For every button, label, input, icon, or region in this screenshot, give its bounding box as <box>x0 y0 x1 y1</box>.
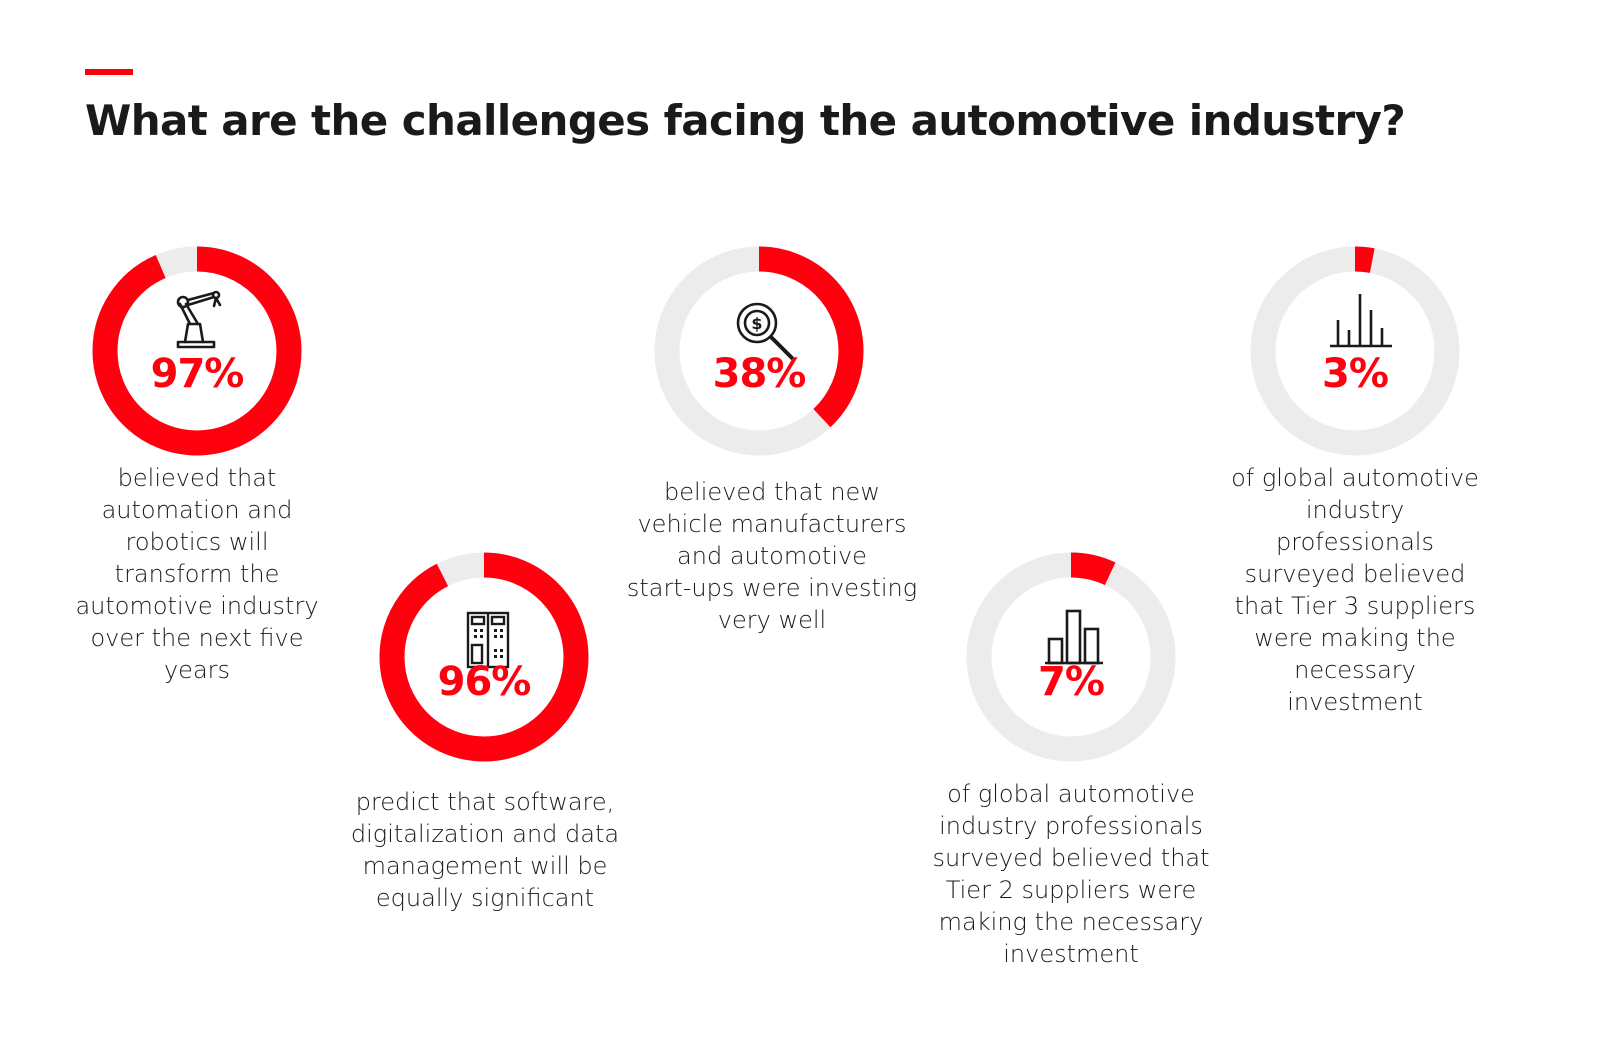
stat-value: 38% <box>712 351 807 397</box>
donut-value-arc <box>92 246 302 456</box>
robotic-arm-icon <box>172 288 224 350</box>
caption-line: making the necessary <box>938 908 1204 936</box>
caption-line: automotive industry <box>75 592 319 620</box>
stat-value: 97% <box>150 351 245 397</box>
donut-value-arc <box>1250 246 1460 456</box>
stat-value: 96% <box>437 659 532 705</box>
caption-line: investment <box>1287 688 1423 716</box>
stat-caption: predict that software, digitalization an… <box>327 786 643 914</box>
caption-line: industry <box>1305 496 1405 524</box>
caption-line: predict that software, <box>355 788 615 816</box>
donut-ring <box>964 550 1178 764</box>
stat-caption: believed that new vehicle manufacturers … <box>612 476 932 636</box>
caption-line: start-ups were investing <box>626 574 918 602</box>
stat-caption: believed that automation and robotics wi… <box>47 462 347 686</box>
donut-chart <box>1250 246 1460 456</box>
caption-line: that Tier 3 suppliers <box>1234 592 1476 620</box>
page-title: What are the challenges facing the autom… <box>85 96 1406 145</box>
caption-line: robotics will <box>125 528 269 556</box>
bar-chart-icon <box>1045 607 1105 665</box>
svg-text:$: $ <box>751 314 762 333</box>
caption-line: Tier 2 suppliers were <box>945 876 1197 904</box>
caption-line: necessary <box>1294 656 1416 684</box>
title-accent-bar <box>85 69 133 75</box>
donut-chart <box>966 552 1176 762</box>
stat-value: 3% <box>1322 351 1389 397</box>
caption-line: industry professionals <box>939 812 1203 840</box>
control-cabinet-icon <box>466 611 510 669</box>
donut-chart <box>654 246 864 456</box>
caption-line: of global automotive <box>947 780 1195 808</box>
caption-line: transform the <box>114 560 280 588</box>
caption-line: and automotive <box>677 542 867 570</box>
caption-line: automation and <box>101 496 293 524</box>
stat-caption: of global automotive industry profession… <box>1218 462 1492 718</box>
donut-ring <box>90 244 304 458</box>
caption-line: of global automotive <box>1231 464 1479 492</box>
donut-value-arc <box>379 552 589 762</box>
caption-line: were making the <box>1254 624 1456 652</box>
donut-chart <box>379 552 589 762</box>
caption-line: over the next five <box>90 624 304 652</box>
caption-line: believed that new <box>664 478 880 506</box>
caption-line: management will be <box>362 852 608 880</box>
donut-ring <box>652 244 866 458</box>
caption-line: vehicle manufacturers <box>637 510 907 538</box>
caption-line: surveyed believed <box>1244 560 1466 588</box>
caption-line: years <box>163 656 231 684</box>
donut-value-arc <box>654 246 864 456</box>
caption-line: very well <box>717 606 827 634</box>
dollar-search-icon: $ <box>734 300 796 362</box>
stat-value: 7% <box>1038 659 1105 705</box>
caption-line: professionals <box>1276 528 1434 556</box>
spike-chart-icon <box>1330 292 1392 348</box>
caption-line: investment <box>1003 940 1139 968</box>
donut-ring <box>1248 244 1462 458</box>
caption-line: equally significant <box>375 884 595 912</box>
donut-value-arc <box>966 552 1176 762</box>
donut-chart <box>92 246 302 456</box>
stat-caption: of global automotive industry profession… <box>916 778 1226 970</box>
donut-ring <box>377 550 591 764</box>
caption-line: digitalization and data <box>350 820 620 848</box>
caption-line: believed that <box>117 464 277 492</box>
caption-line: surveyed believed that <box>932 844 1210 872</box>
